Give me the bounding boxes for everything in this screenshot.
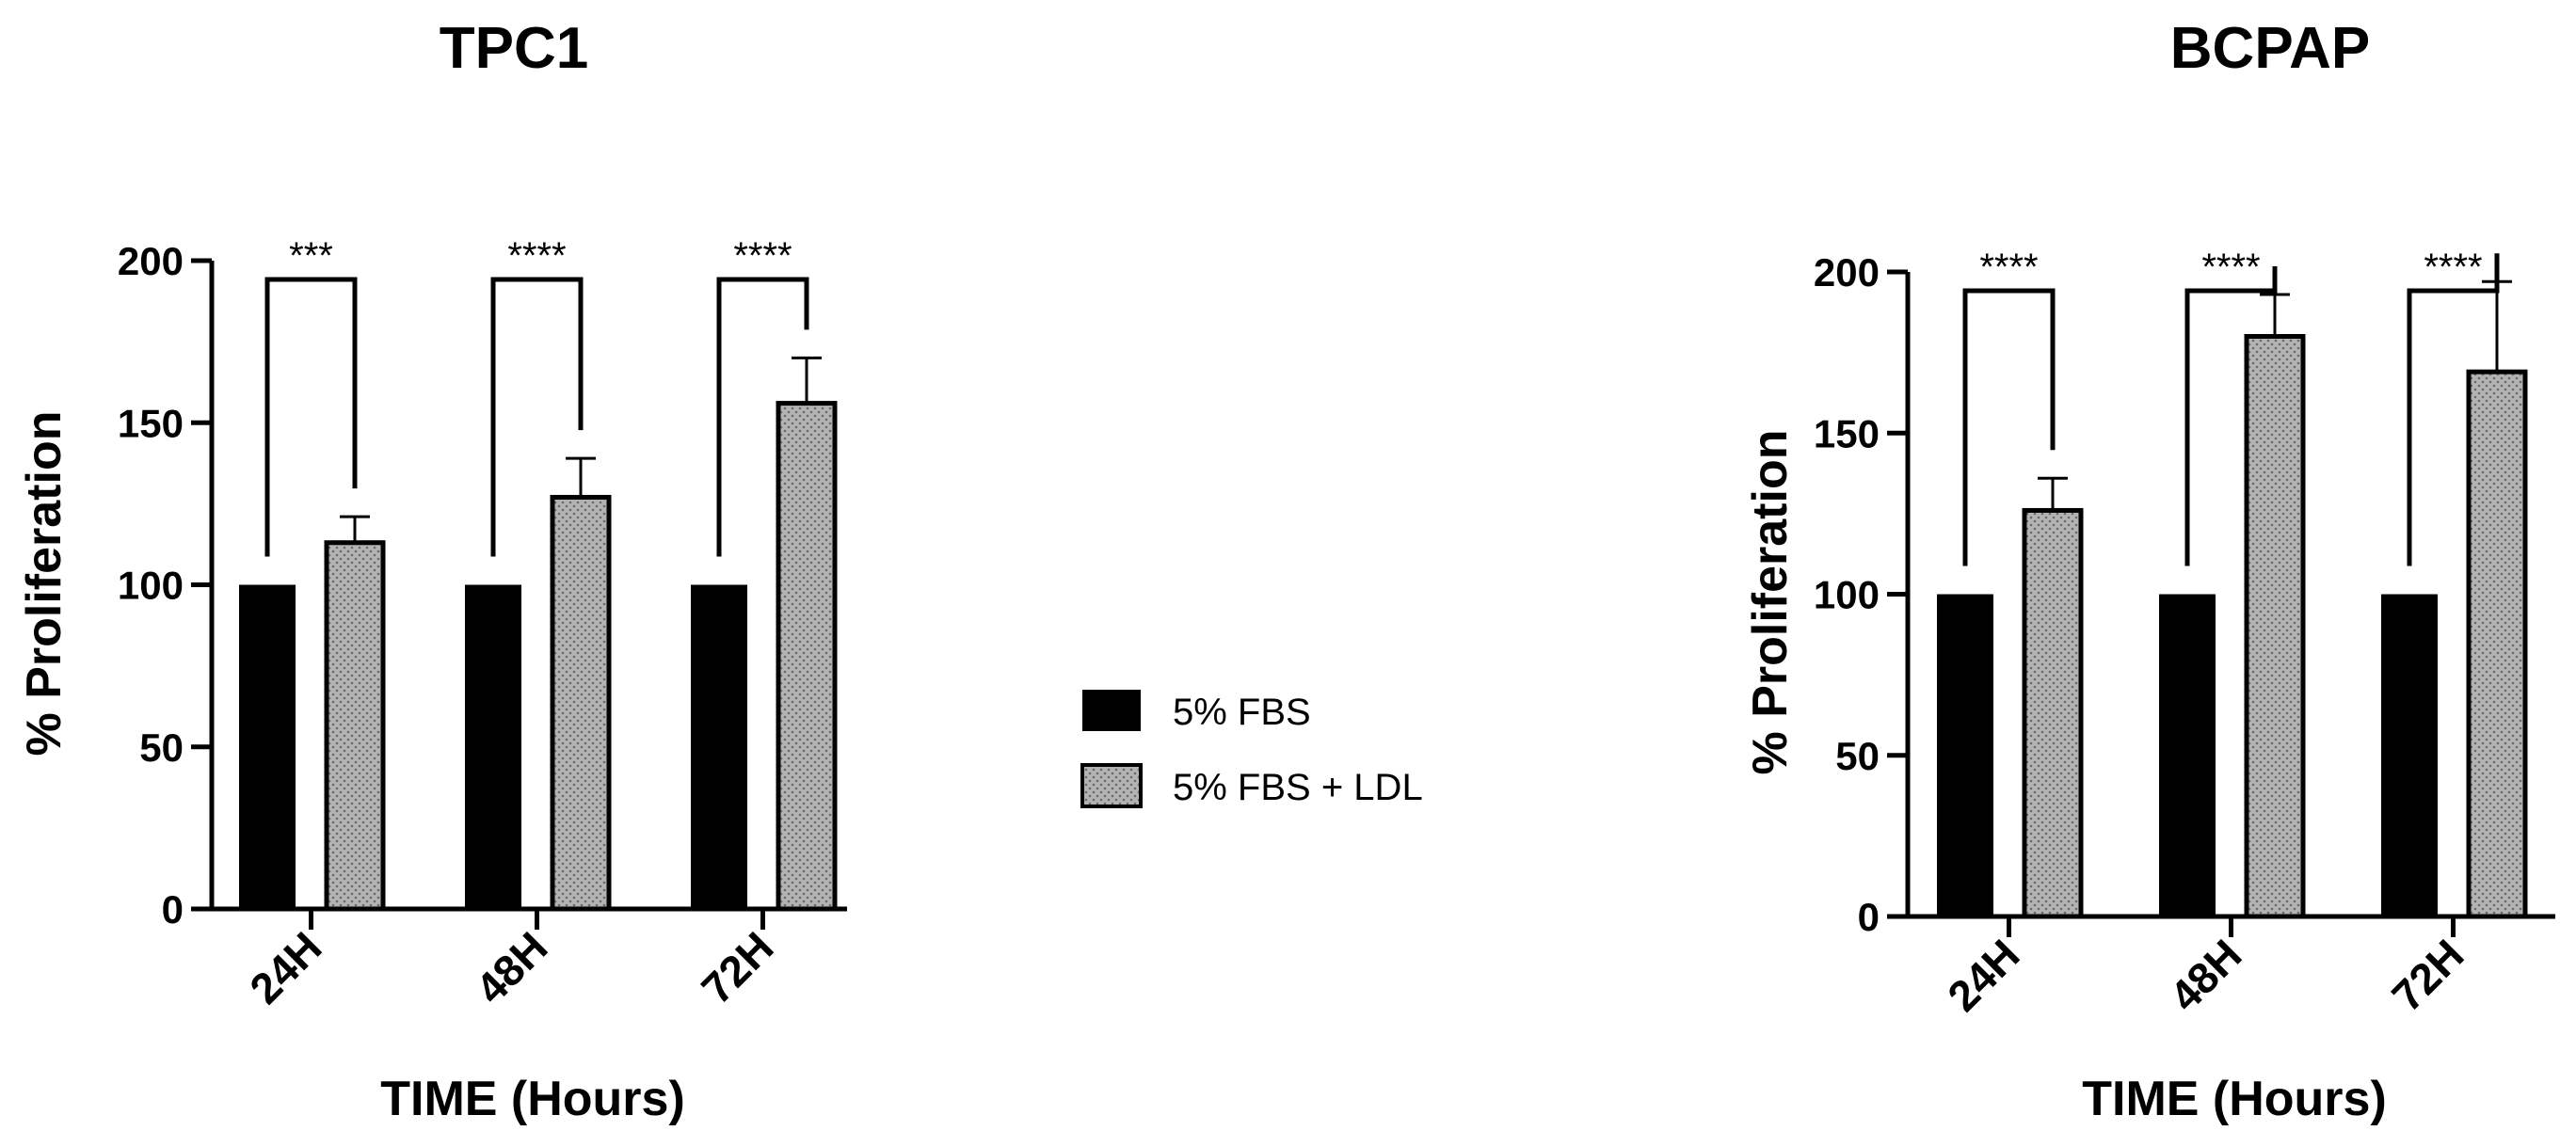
y-tick-label: 150 <box>118 401 184 445</box>
chart-bcpap: BCPAP % Proliferation TIME (Hours) 0 50 10… <box>1743 16 2555 1126</box>
x-tick-label: 24H <box>1938 930 2028 1020</box>
bar-fbs <box>2381 594 2438 916</box>
chart-title: TPC1 <box>440 16 588 81</box>
significance-label: **** <box>2201 247 2260 288</box>
legend: 5% FBS 5% FBS + LDL <box>1080 690 1423 808</box>
plot-area: 0 50 100 150 200 **** 24H **** 48H **** 72H <box>1814 247 2555 1021</box>
chart-title: BCPAP <box>2170 16 2370 81</box>
y-tick-label: 200 <box>118 239 184 283</box>
bar-fbs <box>465 584 521 909</box>
y-axis-label: % Proliferation <box>1743 430 1798 775</box>
x-axis-label: TIME (Hours) <box>2082 1072 2387 1126</box>
y-tick-label: 100 <box>1814 573 1880 617</box>
significance-label: **** <box>733 235 792 277</box>
chart-tpc1: TPC1 % Proliferation TIME (Hours) 0 50 100… <box>17 16 847 1126</box>
x-tick-label: 72H <box>2382 930 2472 1020</box>
bar-fbs <box>2159 594 2216 916</box>
x-tick-label: 48H <box>466 922 556 1012</box>
bar-fbs <box>691 584 747 909</box>
y-tick-label: 150 <box>1814 411 1880 455</box>
bar-ldl <box>550 494 612 912</box>
x-tick-label: 24H <box>240 922 330 1012</box>
significance-bracket <box>2184 265 2278 566</box>
x-tick-label: 72H <box>692 922 782 1012</box>
significance-bracket <box>1962 288 2056 566</box>
bar-ldl <box>324 540 386 912</box>
legend-label: 5% FBS + LDL <box>1173 767 1423 808</box>
significance-label: *** <box>289 235 333 277</box>
y-tick-label: 50 <box>139 725 184 770</box>
plot-area: 0 50 100 150 200 *** 24H **** 48H **** 72H <box>118 235 847 1013</box>
bar-ldl <box>776 401 838 912</box>
significance-bracket <box>490 277 584 557</box>
y-axis-label: % Proliferation <box>17 411 72 757</box>
y-tick-label: 200 <box>1814 250 1880 295</box>
bar-ldl <box>2466 369 2528 919</box>
x-axis-label: TIME (Hours) <box>380 1072 685 1126</box>
y-tick-label: 50 <box>1835 734 1880 778</box>
bar-ldl <box>2244 334 2306 919</box>
significance-label: **** <box>1979 247 2038 288</box>
legend-swatch-ldl <box>1080 763 1143 808</box>
legend-label: 5% FBS <box>1173 692 1311 733</box>
y-tick-label: 0 <box>1858 895 1880 939</box>
significance-label: **** <box>507 235 566 277</box>
bar-fbs <box>239 584 296 909</box>
legend-swatch-fbs <box>1082 690 1141 731</box>
y-tick-label: 100 <box>118 564 184 608</box>
significance-bracket <box>716 277 809 557</box>
bar-ldl <box>2022 507 2084 919</box>
x-tick-label: 48H <box>2160 930 2250 1020</box>
y-tick-label: 0 <box>162 887 184 932</box>
significance-bracket <box>264 277 358 557</box>
significance-bracket <box>2407 253 2500 566</box>
bar-fbs <box>1937 594 1993 916</box>
significance-label: **** <box>2424 247 2482 288</box>
